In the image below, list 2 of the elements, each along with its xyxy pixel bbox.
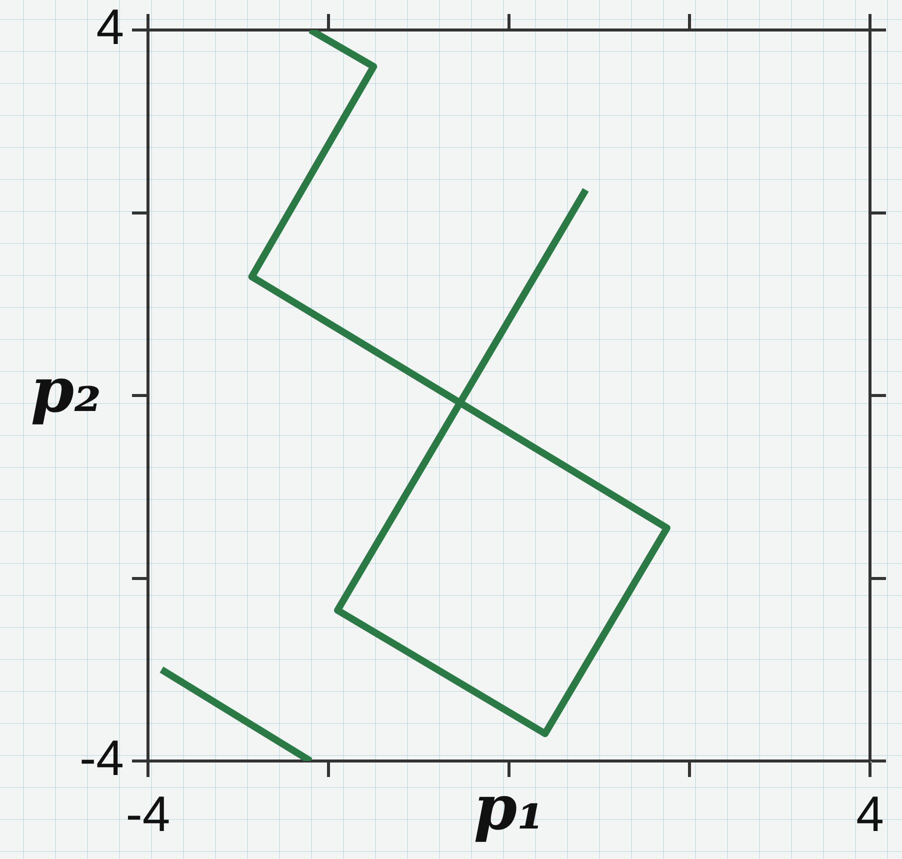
x-axis-title: p₁: [474, 771, 544, 844]
y-axis-title: p₂: [30, 354, 102, 427]
